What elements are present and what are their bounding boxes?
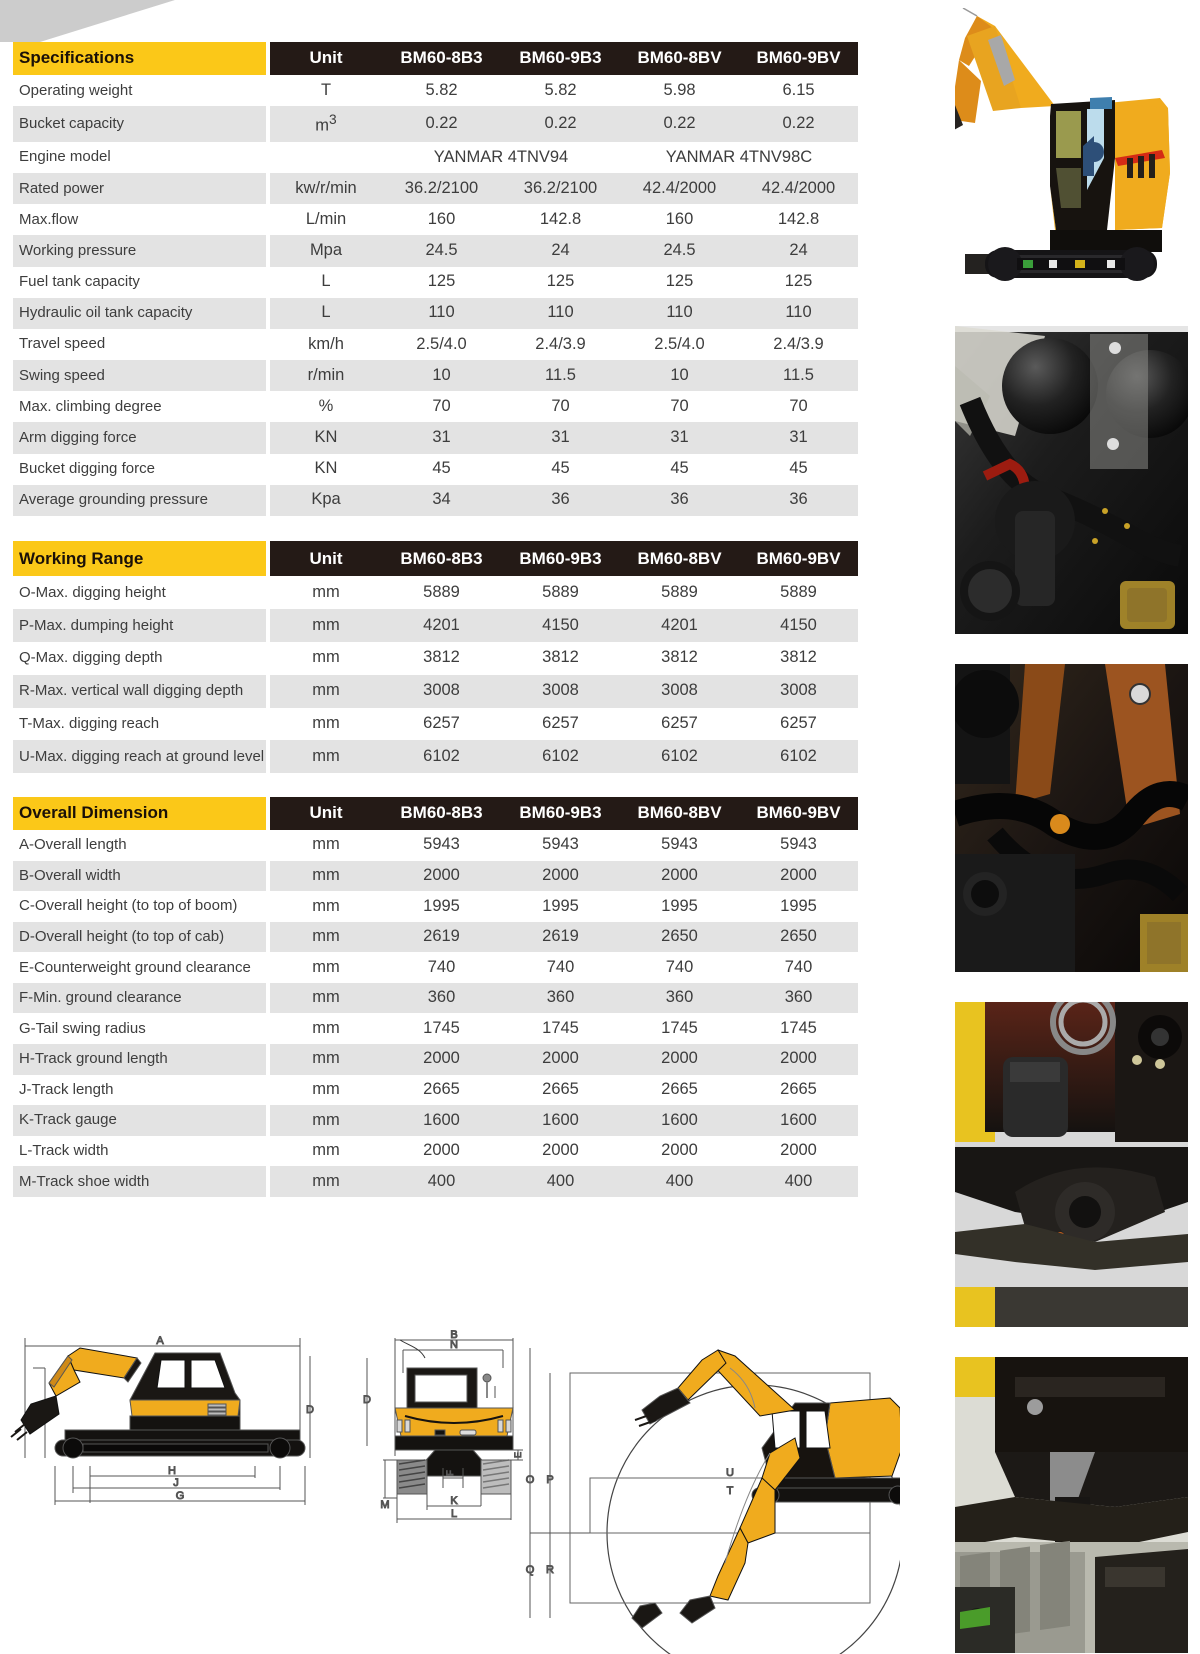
svg-text:M: M: [380, 1499, 389, 1511]
svg-text:E: E: [513, 1452, 523, 1458]
svg-text:P: P: [546, 1474, 553, 1486]
svg-text:D: D: [363, 1394, 371, 1406]
svg-text:H: H: [168, 1465, 176, 1477]
svg-text:F: F: [445, 1470, 455, 1476]
svg-text:K: K: [450, 1495, 458, 1507]
svg-text:D: D: [306, 1404, 314, 1416]
svg-text:L: L: [451, 1508, 457, 1520]
svg-text:G: G: [176, 1490, 185, 1502]
svg-text:R: R: [546, 1564, 554, 1576]
svg-text:U: U: [726, 1467, 734, 1479]
svg-text:J: J: [173, 1477, 179, 1489]
svg-text:O: O: [526, 1474, 535, 1486]
svg-text:T: T: [727, 1485, 734, 1497]
svg-text:N: N: [450, 1339, 458, 1351]
svg-text:A: A: [156, 1335, 164, 1347]
svg-text:Q: Q: [526, 1564, 535, 1576]
